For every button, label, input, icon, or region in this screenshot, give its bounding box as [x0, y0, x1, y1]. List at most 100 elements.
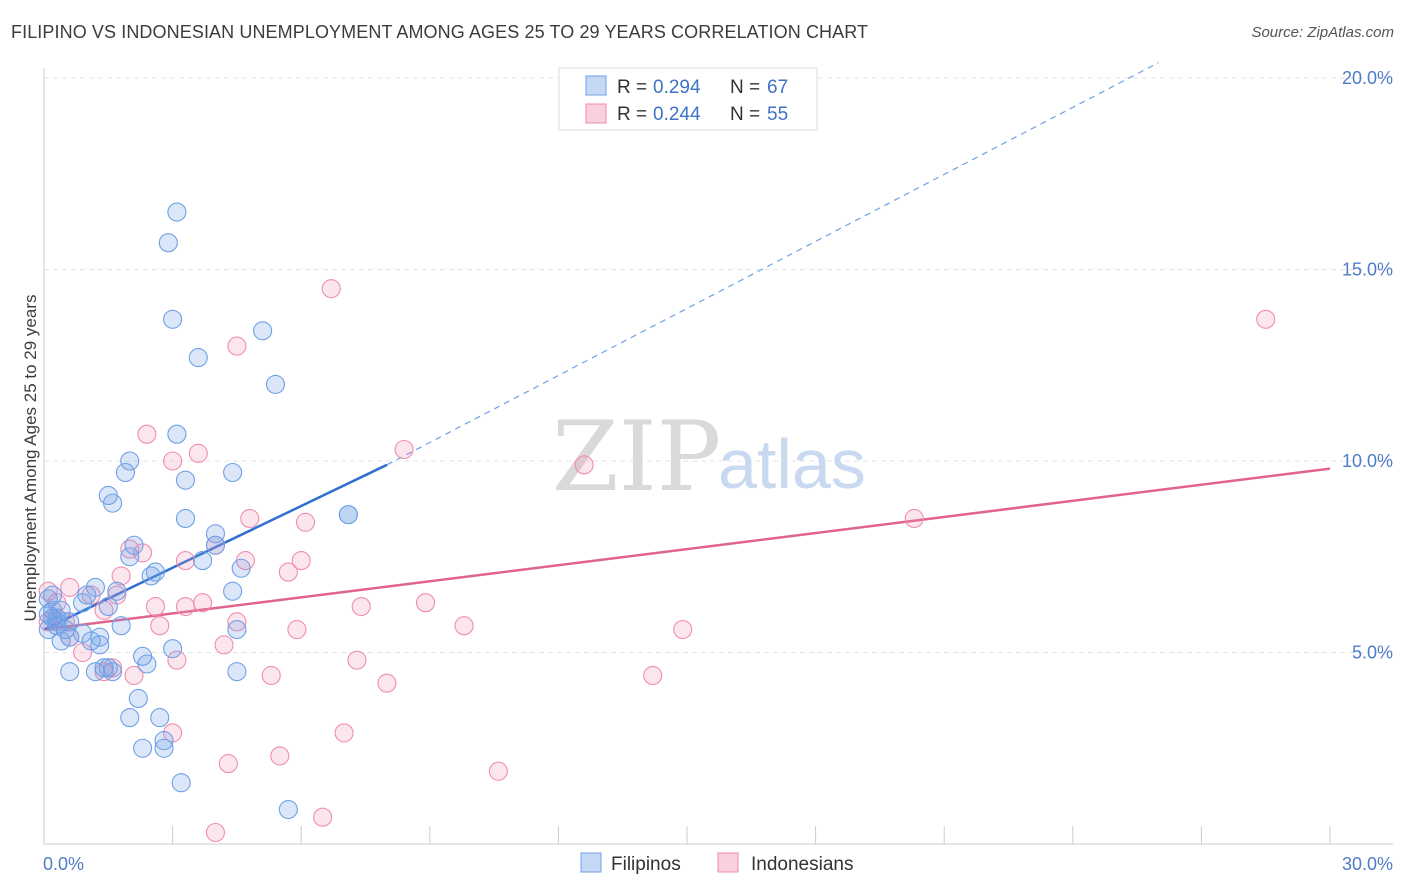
point-filipinos	[60, 662, 80, 682]
point-indonesians	[60, 577, 80, 597]
point-filipinos	[137, 654, 157, 674]
data-points	[38, 202, 1276, 843]
bottom-legend-swatch-filipinos	[580, 852, 602, 873]
bottom-legend: Filipinos Indonesians	[580, 852, 853, 875]
y-tick-label: 20.0%	[1342, 68, 1393, 88]
point-filipinos	[47, 608, 67, 628]
point-filipinos	[133, 738, 153, 758]
point-indonesians	[111, 566, 131, 586]
y-tick-label: 10.0%	[1342, 451, 1393, 471]
point-indonesians	[904, 508, 924, 529]
point-filipinos	[193, 551, 213, 571]
y-axis-label: Unemployment Among Ages 25 to 29 years	[21, 295, 40, 622]
point-filipinos	[227, 662, 247, 682]
point-filipinos	[85, 662, 105, 682]
point-filipinos	[145, 562, 166, 582]
point-indonesians	[643, 665, 663, 686]
point-indonesians	[214, 635, 234, 655]
legend-r-label-filipinos: R =	[617, 77, 647, 98]
point-filipinos	[150, 708, 170, 728]
bottom-legend-swatch-indonesians	[717, 852, 739, 873]
point-filipinos	[103, 493, 123, 513]
point-indonesians	[454, 616, 474, 636]
legend: R = 0.294 N = 67 R = 0.244 N = 55	[558, 67, 818, 131]
point-indonesians	[1256, 309, 1276, 329]
point-indonesians	[334, 723, 354, 743]
point-indonesians	[167, 650, 187, 670]
point-filipinos	[205, 535, 226, 555]
point-filipinos	[278, 799, 298, 820]
point-filipinos	[120, 451, 140, 471]
point-filipinos	[120, 708, 140, 728]
point-filipinos	[338, 505, 358, 525]
point-filipinos	[167, 424, 187, 444]
point-filipinos	[223, 581, 243, 601]
point-indonesians	[145, 596, 166, 617]
point-indonesians	[218, 754, 238, 774]
point-indonesians	[394, 439, 414, 460]
point-filipinos	[167, 202, 187, 222]
point-indonesians	[574, 455, 594, 475]
point-indonesians	[313, 807, 333, 827]
point-filipinos	[163, 639, 183, 659]
point-indonesians	[261, 665, 281, 686]
point-indonesians	[188, 443, 208, 463]
legend-n-value-filipinos: 67	[767, 77, 788, 98]
legend-n-label-filipinos: N =	[730, 77, 760, 98]
point-filipinos	[227, 619, 247, 640]
point-filipinos	[128, 688, 148, 709]
point-filipinos	[124, 535, 144, 555]
point-filipinos	[231, 558, 251, 578]
x-tick-label-min: 0.0%	[43, 854, 84, 874]
point-filipinos	[223, 462, 243, 483]
bottom-legend-label-filipinos: Filipinos	[611, 854, 681, 875]
point-filipinos	[103, 662, 123, 682]
point-indonesians	[295, 512, 316, 532]
legend-swatch-filipinos	[585, 75, 607, 96]
watermark-zip: ZIP	[552, 401, 721, 513]
point-indonesians	[377, 673, 397, 693]
point-indonesians	[351, 596, 371, 617]
point-filipinos	[98, 596, 118, 617]
legend-r-value-filipinos: 0.294	[653, 77, 701, 98]
point-filipinos	[158, 233, 178, 253]
y-tick-labels: 5.0% 10.0% 15.0% 20.0%	[1342, 68, 1393, 663]
point-filipinos	[90, 635, 110, 655]
point-filipinos	[188, 348, 208, 368]
point-indonesians	[287, 619, 307, 640]
point-filipinos	[51, 631, 71, 651]
point-filipinos	[175, 508, 196, 529]
point-indonesians	[205, 822, 226, 843]
point-filipinos	[38, 589, 58, 609]
chart-title: FILIPINO VS INDONESIAN UNEMPLOYMENT AMON…	[11, 22, 869, 42]
point-indonesians	[227, 612, 247, 632]
trendline-filipinos-extension	[386, 62, 1159, 466]
y-tick-label: 5.0%	[1352, 643, 1393, 663]
point-indonesians	[240, 508, 260, 529]
point-filipinos	[205, 524, 226, 544]
point-filipinos	[171, 773, 191, 793]
point-filipinos	[175, 470, 196, 490]
point-indonesians	[193, 593, 213, 613]
legend-r-value-indonesians: 0.244	[653, 104, 701, 125]
point-indonesians	[163, 451, 183, 471]
point-indonesians	[488, 761, 508, 781]
point-indonesians	[175, 551, 196, 571]
point-indonesians	[227, 336, 247, 356]
point-indonesians	[137, 424, 157, 444]
legend-swatch-indonesians	[585, 103, 607, 124]
point-indonesians	[347, 650, 367, 670]
point-filipinos	[107, 581, 127, 601]
point-indonesians	[150, 616, 170, 636]
point-filipinos	[265, 374, 286, 394]
point-filipinos	[120, 547, 140, 567]
point-indonesians	[175, 596, 196, 617]
trendline-indonesians	[43, 467, 1331, 631]
source-label: Source: ZipAtlas.com	[1251, 24, 1394, 41]
point-filipinos	[73, 593, 93, 613]
watermark-atlas: atlas	[718, 425, 866, 503]
point-indonesians	[291, 551, 311, 571]
legend-n-label-indonesians: N =	[730, 104, 760, 125]
point-indonesians	[278, 562, 298, 582]
